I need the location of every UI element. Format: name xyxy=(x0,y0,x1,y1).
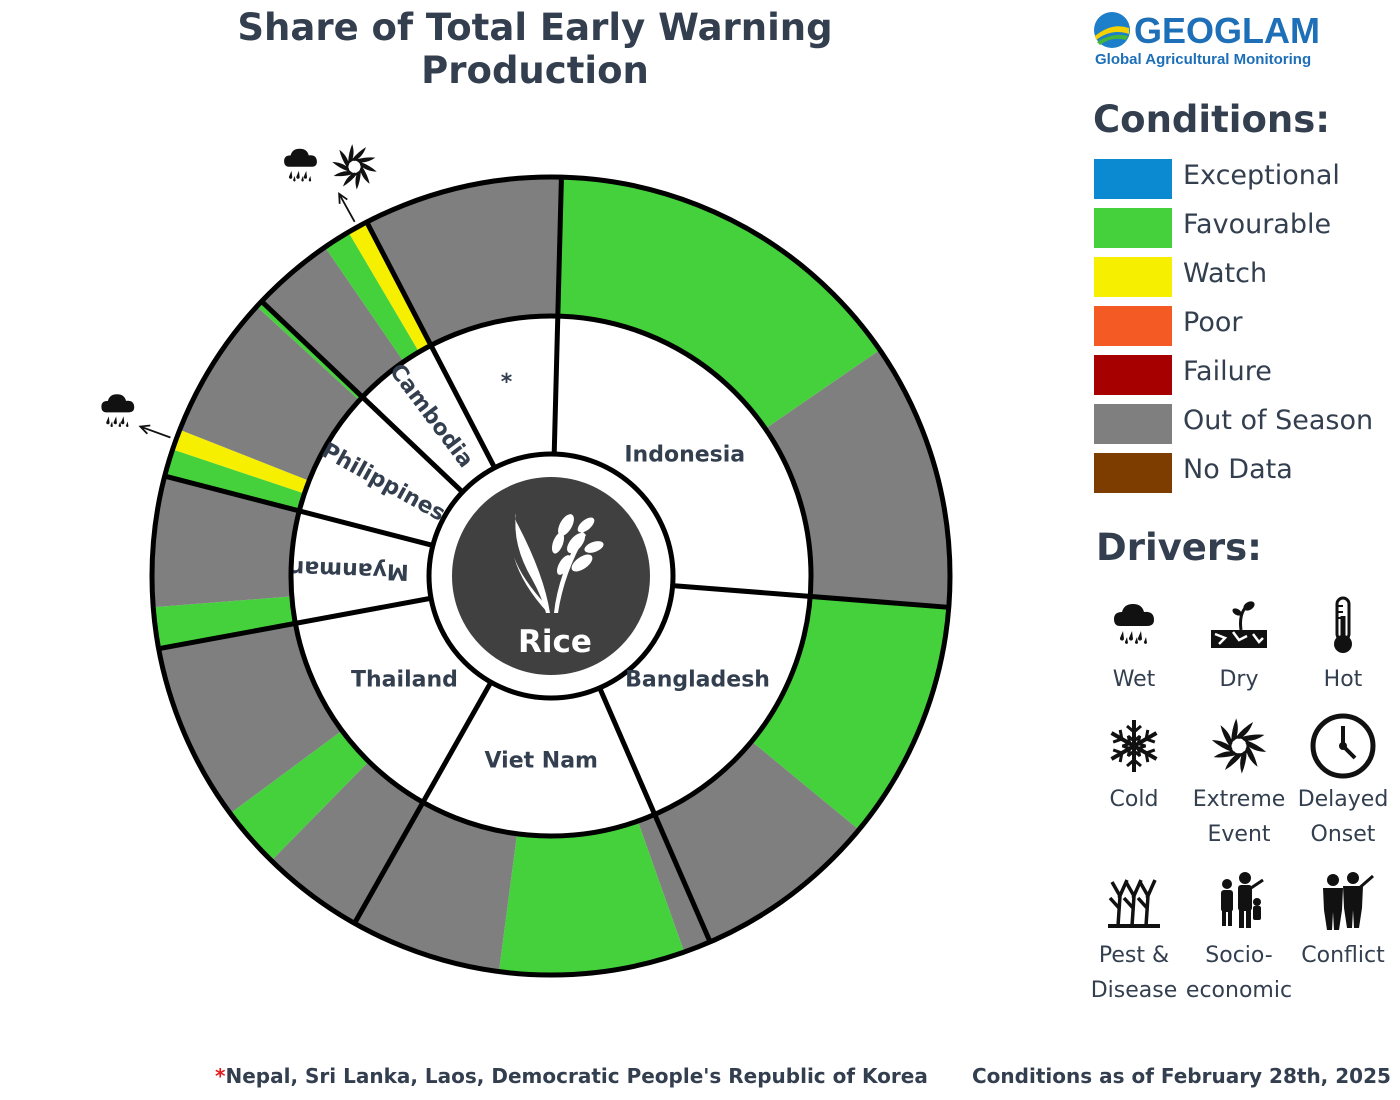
condition-segment-philippines-1 xyxy=(164,449,305,511)
delayed-onset-icon xyxy=(1310,713,1376,779)
driver-label: Conflict xyxy=(1301,943,1385,968)
chart-center: Rice xyxy=(452,477,650,675)
condition-segment-philippines-4 xyxy=(256,301,363,401)
legend-label: No Data xyxy=(1183,454,1293,485)
legend-label: Watch xyxy=(1183,258,1268,289)
driver-callout-arrow xyxy=(338,193,356,223)
condition-segment-viet-nam-3 xyxy=(354,802,518,972)
driver-callout-arrow xyxy=(140,425,171,439)
driver-label: Pest & Disease xyxy=(1090,943,1178,1003)
pest-disease-icon xyxy=(1108,879,1160,928)
driver-cold: Cold xyxy=(1079,710,1189,817)
extreme-event-icon xyxy=(1211,718,1267,774)
globe-logo-icon xyxy=(1094,12,1130,48)
driver-label: Socio- economic xyxy=(1185,943,1293,1003)
driver-label: Wet xyxy=(1112,667,1156,692)
conflict-icon xyxy=(1323,872,1374,930)
driver-conflict: Conflict xyxy=(1288,866,1398,973)
legend-swatch xyxy=(1094,208,1172,248)
driver-label: Hot xyxy=(1323,667,1363,692)
center-label: Rice xyxy=(518,624,592,660)
drivers-heading: Drivers: xyxy=(1096,526,1262,569)
callout-wet-icon xyxy=(101,394,135,427)
legend-label: Favourable xyxy=(1183,209,1332,240)
legend-label: Out of Season xyxy=(1183,405,1374,436)
country-sector-cambodia xyxy=(362,345,495,493)
legend-label: Exceptional xyxy=(1183,160,1340,191)
chart-title: Share of Total Early Warning Production xyxy=(237,6,833,92)
driver-label: Cold xyxy=(1109,787,1159,812)
conditions-heading: Conditions: xyxy=(1093,98,1331,141)
condition-segment-cambodia-3 xyxy=(348,222,431,352)
legend-swatch xyxy=(1094,404,1172,444)
condition-segment-viet-nam-1 xyxy=(637,814,711,953)
rice-icon xyxy=(514,513,604,613)
callout-extreme-event-icon xyxy=(332,144,377,190)
logo-tagline: Global Agricultural Monitoring xyxy=(1095,51,1312,68)
footnote-text: Nepal, Sri Lanka, Laos, Democratic Peopl… xyxy=(225,1064,928,1088)
middle-ring-border xyxy=(288,313,814,839)
condition-segment-thailand-2 xyxy=(230,730,369,861)
wet-icon xyxy=(1114,604,1154,644)
legend-swatch xyxy=(1094,159,1172,199)
country-label-bangladesh: Bangladesh xyxy=(625,668,770,693)
country-sector-philippines xyxy=(299,397,463,546)
callout-wet-icon xyxy=(284,148,317,182)
country-sector-bangladesh xyxy=(599,585,811,815)
country-label-thailand: Thailand xyxy=(351,668,458,693)
outer-ring-border xyxy=(149,174,953,978)
hot-icon xyxy=(1334,596,1352,653)
condition-segment-bangladesh-2 xyxy=(654,741,859,942)
driver-label: Dry xyxy=(1219,667,1259,692)
condition-segment-other-countries-1 xyxy=(366,177,562,346)
condition-segment-indonesia-2 xyxy=(765,350,950,608)
condition-segment-viet-nam-2 xyxy=(498,821,685,976)
driver-label: Extreme Event xyxy=(1192,787,1286,847)
as-of-date: Conditions as of February 28th, 2025 xyxy=(972,1064,1391,1088)
legend-label: Failure xyxy=(1183,356,1272,387)
country-label-viet-nam: Viet Nam xyxy=(485,749,598,774)
driver-callout-arrowhead xyxy=(338,191,348,204)
legend-swatch xyxy=(1094,355,1172,395)
country-label-other: * xyxy=(501,370,513,395)
center-disc xyxy=(452,477,650,675)
footnote-marker: * xyxy=(215,1064,226,1088)
country-sector-other-countries xyxy=(430,315,558,468)
driver-socio-economic: Socio- economic xyxy=(1184,866,1294,1008)
country-label-myanmar: Myanmar xyxy=(293,555,409,584)
country-sector-thailand xyxy=(295,598,491,803)
driver-label: Delayed Onset xyxy=(1297,787,1389,847)
dry-icon xyxy=(1211,601,1267,648)
legend-swatch xyxy=(1094,257,1172,297)
driver-delayed-onset: Delayed Onset xyxy=(1288,710,1398,852)
condition-segment-cambodia-2 xyxy=(325,232,420,362)
driver-hot: Hot xyxy=(1288,590,1398,697)
driver-callout-arrowhead xyxy=(138,424,151,435)
legend-swatch xyxy=(1094,306,1172,346)
driver-dry: Dry xyxy=(1184,590,1294,697)
geoglam-logo: GEOGLAM Global Agricultural Monitoring xyxy=(1092,8,1352,70)
sunburst-chart: Indonesia Bangladesh Viet Nam Thailand Myanm… xyxy=(101,144,953,978)
condition-segment-thailand-1 xyxy=(271,761,423,924)
cold-icon xyxy=(1110,720,1158,772)
condition-segment-cambodia-1 xyxy=(261,247,404,398)
legend-label: Poor xyxy=(1183,307,1243,338)
country-sector-indonesia xyxy=(554,316,811,597)
driver-extreme-event: Extreme Event xyxy=(1184,710,1294,852)
country-sector-myanmar xyxy=(290,510,433,624)
logo-wordmark: GEOGLAM xyxy=(1134,10,1320,51)
condition-segment-myanmar-1 xyxy=(153,596,296,649)
condition-segment-indonesia-1 xyxy=(557,177,880,429)
country-label-indonesia: Indonesia xyxy=(624,443,745,468)
driver-pest-disease: Pest & Disease xyxy=(1079,866,1189,1008)
socio-economic-icon xyxy=(1221,872,1264,928)
country-sector-viet-nam xyxy=(422,682,655,836)
condition-segment-thailand-3 xyxy=(158,623,342,814)
footnote: *Nepal, Sri Lanka, Laos, Democratic Peop… xyxy=(215,1064,928,1088)
driver-wet: Wet xyxy=(1079,590,1189,697)
legend-swatch xyxy=(1094,453,1172,493)
condition-segment-myanmar-2 xyxy=(151,476,300,608)
condition-segment-philippines-2 xyxy=(172,429,310,494)
